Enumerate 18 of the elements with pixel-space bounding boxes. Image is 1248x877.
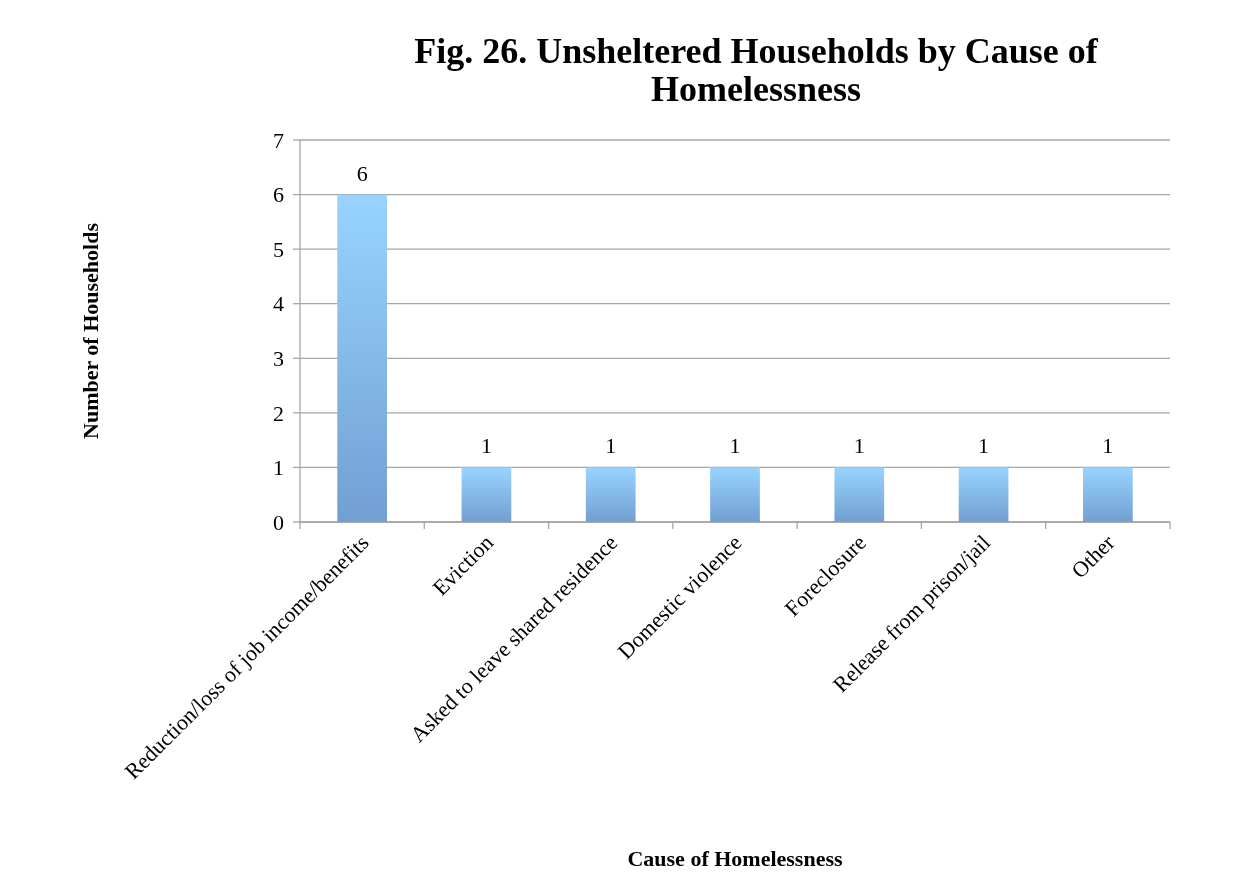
y-tick-label: 5 xyxy=(273,236,284,262)
data-label: 1 xyxy=(853,433,865,459)
data-label: 1 xyxy=(605,433,617,459)
x-axis-title: Cause of Homelessness xyxy=(627,846,843,871)
chart-title: Fig. 26. Unsheltered Households by Cause of Homelessness xyxy=(414,31,1099,109)
y-tick-label: 1 xyxy=(273,455,284,481)
data-label: 1 xyxy=(978,433,990,459)
y-tick-label: 6 xyxy=(273,182,284,208)
data-label: 6 xyxy=(356,160,368,186)
y-tick-label: 0 xyxy=(273,509,284,535)
data-label: 1 xyxy=(480,433,492,459)
y-axis-title: Number of Households xyxy=(78,222,103,439)
y-tick-label: 2 xyxy=(273,400,284,426)
y-tick-label: 3 xyxy=(273,345,284,371)
data-label: 1 xyxy=(1102,433,1114,459)
data-label: 1 xyxy=(729,433,741,459)
y-tick-label: 7 xyxy=(273,127,284,153)
y-tick-label: 4 xyxy=(273,291,284,317)
